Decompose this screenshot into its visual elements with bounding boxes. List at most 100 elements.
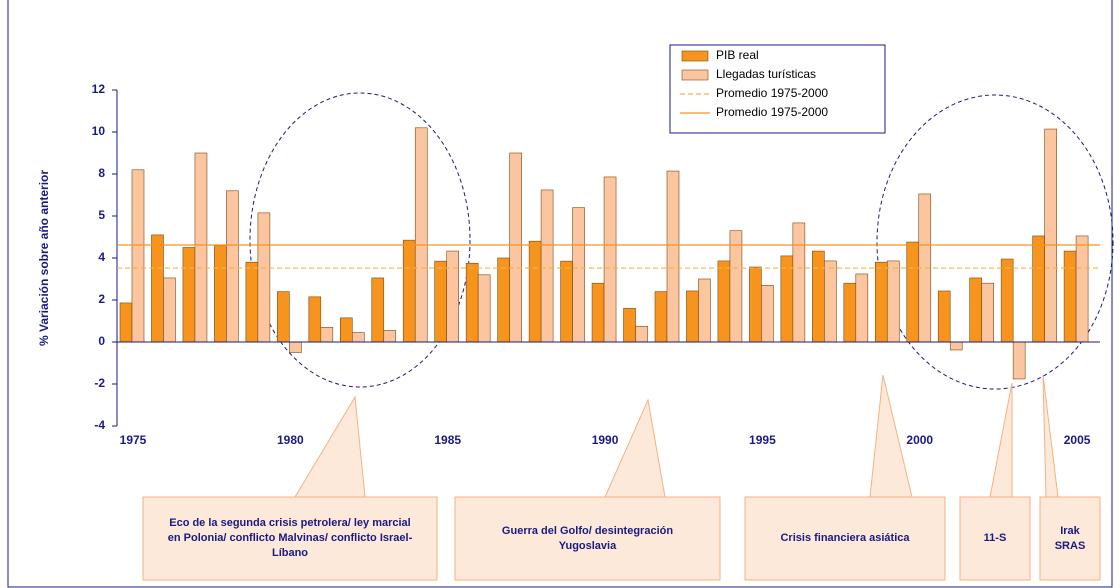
bar xyxy=(182,247,196,343)
bar xyxy=(812,250,825,343)
bar xyxy=(465,262,479,343)
y-tick-label: 2 xyxy=(98,292,105,306)
bar xyxy=(843,282,857,343)
bar xyxy=(729,230,743,343)
bar xyxy=(214,245,227,343)
callout-pointer xyxy=(294,395,366,498)
legend-box xyxy=(669,44,886,134)
bar xyxy=(308,296,322,343)
frame xyxy=(7,0,1113,588)
x-tick-label: 2005 xyxy=(1064,433,1091,447)
annotation: 11-S xyxy=(983,532,1007,545)
bar xyxy=(383,330,397,343)
annotation: Eco de la segunda crisis petrolera/ ley … xyxy=(167,517,413,559)
bar xyxy=(151,234,164,343)
x-tick-label: 1990 xyxy=(592,433,619,447)
bar xyxy=(1044,128,1057,343)
bar xyxy=(371,277,385,343)
bar xyxy=(717,260,731,343)
highlight-ellipse xyxy=(876,94,1114,390)
bar xyxy=(257,212,271,343)
bar xyxy=(351,332,365,343)
bar xyxy=(540,189,554,343)
bar xyxy=(666,170,680,343)
bar xyxy=(245,261,259,343)
bar xyxy=(969,277,982,343)
bar xyxy=(1032,235,1045,343)
bar xyxy=(874,261,888,343)
bar xyxy=(654,291,668,343)
x-tick-label: 1985 xyxy=(434,433,461,447)
y-tick-label: 8 xyxy=(98,166,105,180)
y-tick-label: 12 xyxy=(92,82,106,96)
bar xyxy=(761,284,774,343)
annotation: Crisis financiera asiática xyxy=(780,532,910,545)
bar xyxy=(320,326,334,343)
bar xyxy=(289,341,302,353)
bar xyxy=(906,241,920,343)
bar xyxy=(603,176,617,343)
callout-pointer xyxy=(1042,374,1059,498)
bar xyxy=(981,282,994,343)
bar xyxy=(1063,250,1077,343)
bar xyxy=(163,277,176,343)
bar xyxy=(414,127,428,343)
bar xyxy=(477,274,491,343)
bar xyxy=(686,290,699,343)
x-tick-label: 2000 xyxy=(906,433,933,447)
bar xyxy=(698,278,711,343)
bar xyxy=(749,266,762,343)
bar xyxy=(937,290,951,343)
bar xyxy=(339,317,353,343)
callout-pointer xyxy=(989,382,1013,498)
legend-label: Promedio 1975-2000 xyxy=(716,86,828,100)
callout-box xyxy=(454,496,721,581)
y-tick-label: -4 xyxy=(94,418,105,432)
bar xyxy=(824,260,837,343)
bar xyxy=(434,260,448,343)
callouts xyxy=(142,374,1101,581)
y-tick-label: 5 xyxy=(98,208,105,222)
bar xyxy=(509,152,522,343)
y-axis-label: % Variación sobre año anterior xyxy=(37,170,51,346)
bar xyxy=(194,152,208,343)
bar xyxy=(635,325,648,343)
bar xyxy=(131,169,145,343)
bar xyxy=(560,260,573,343)
bar xyxy=(226,190,239,343)
y-tick-label: 10 xyxy=(92,124,106,138)
y-tick-label: 0 xyxy=(98,334,105,348)
bar xyxy=(792,222,806,343)
bar xyxy=(886,260,900,343)
annotation: Guerra del Golfo/ desintegración Yugosla… xyxy=(501,524,674,552)
bar xyxy=(1012,341,1026,380)
y-tick-label: 4 xyxy=(98,250,105,264)
bar xyxy=(780,255,794,343)
callout-box xyxy=(1039,496,1101,581)
bar xyxy=(528,240,542,343)
bar xyxy=(572,207,585,343)
bar xyxy=(1000,258,1014,343)
callout-box xyxy=(142,496,438,581)
legend-label: Llegadas turísticas xyxy=(716,67,816,81)
legend-swatch xyxy=(681,69,709,81)
bar xyxy=(446,250,460,343)
highlight-ellipse xyxy=(249,92,471,388)
x-tick-label: 1975 xyxy=(120,433,147,447)
callout-box xyxy=(744,496,946,581)
callout-pointer xyxy=(604,398,666,498)
y-tick-label: -2 xyxy=(94,376,105,390)
bar xyxy=(497,257,510,343)
callout-box xyxy=(959,496,1031,581)
bar xyxy=(119,302,133,343)
legend-swatch xyxy=(681,50,709,62)
bar xyxy=(1075,235,1089,343)
legend-label: Promedio 1975-2000 xyxy=(716,105,828,119)
bar xyxy=(855,273,869,343)
x-tick-label: 1995 xyxy=(749,433,776,447)
bar xyxy=(949,341,963,351)
bar xyxy=(591,282,605,343)
legend-label: PIB real xyxy=(716,48,759,62)
